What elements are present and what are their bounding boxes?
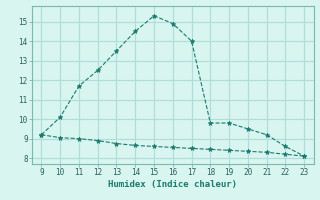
X-axis label: Humidex (Indice chaleur): Humidex (Indice chaleur) — [108, 180, 237, 189]
